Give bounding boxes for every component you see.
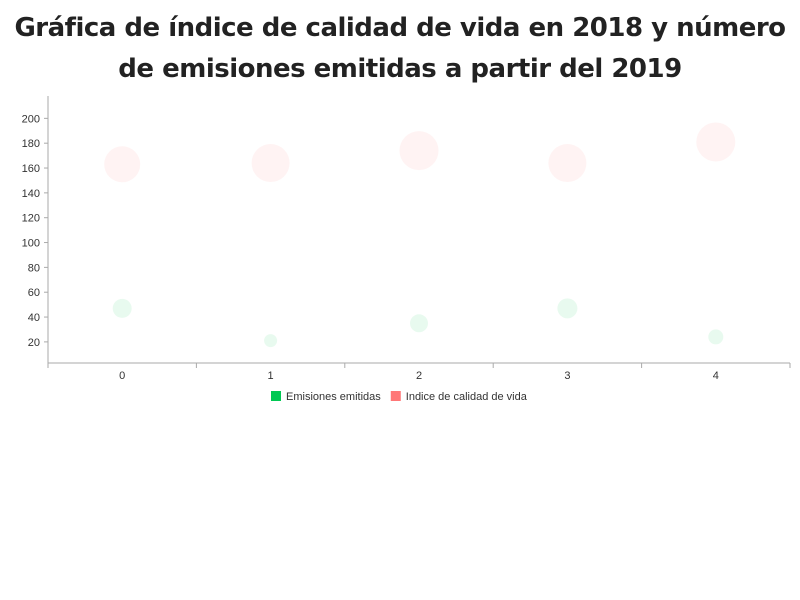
point-indice-4[interactable]: [696, 122, 736, 162]
x-tick-label: 3: [564, 370, 570, 382]
x-tick-label: 4: [713, 370, 719, 382]
y-tick-label: 80: [28, 262, 40, 274]
point-emisiones-3[interactable]: [557, 298, 578, 319]
point-emisiones-1[interactable]: [264, 334, 278, 348]
y-tick-label: 20: [28, 337, 40, 349]
y-tick-label: 180: [22, 138, 40, 150]
y-tick-label: 200: [22, 113, 40, 125]
y-tick-label: 160: [22, 163, 40, 175]
x-tick-label: 0: [119, 370, 125, 382]
legend[interactable]: Emisiones emitidas Indice de calidad de v…: [271, 391, 528, 403]
x-tick-label: 1: [268, 370, 274, 382]
legend-swatch-1[interactable]: [390, 391, 401, 401]
point-indice-1[interactable]: [251, 144, 290, 183]
point-indice-2[interactable]: [399, 131, 439, 171]
legend-label-0[interactable]: Emisiones emitidas: [286, 391, 381, 403]
point-emisiones-0[interactable]: [112, 298, 132, 318]
x-tick-label: 2: [416, 370, 422, 382]
y-tick-label: 140: [22, 188, 40, 200]
chart-title-line-1: Gráfica de índice de calidad de vida en …: [14, 13, 786, 43]
y-tick-label: 60: [28, 287, 40, 299]
y-tick-label: 40: [28, 312, 40, 324]
point-emisiones-2[interactable]: [410, 314, 428, 333]
chart-title: Gráfica de índice de calidad de vida en …: [0, 8, 800, 90]
legend-swatch-0[interactable]: [271, 391, 281, 401]
point-indice-3[interactable]: [548, 144, 587, 183]
chart-title-line-2: de emisiones emitidas a partir del 2019: [118, 54, 682, 84]
point-indice-0[interactable]: [104, 146, 141, 183]
y-tick-label: 120: [22, 213, 40, 225]
legend-label-1[interactable]: Indice de calidad de vida: [406, 391, 528, 403]
data-points: [104, 122, 736, 348]
y-tick-label: 100: [22, 238, 40, 250]
axes: 20 40 60 80 100 120 140 160 180 200 0 1 2 3 4: [22, 96, 791, 382]
point-emisiones-4[interactable]: [708, 329, 724, 345]
